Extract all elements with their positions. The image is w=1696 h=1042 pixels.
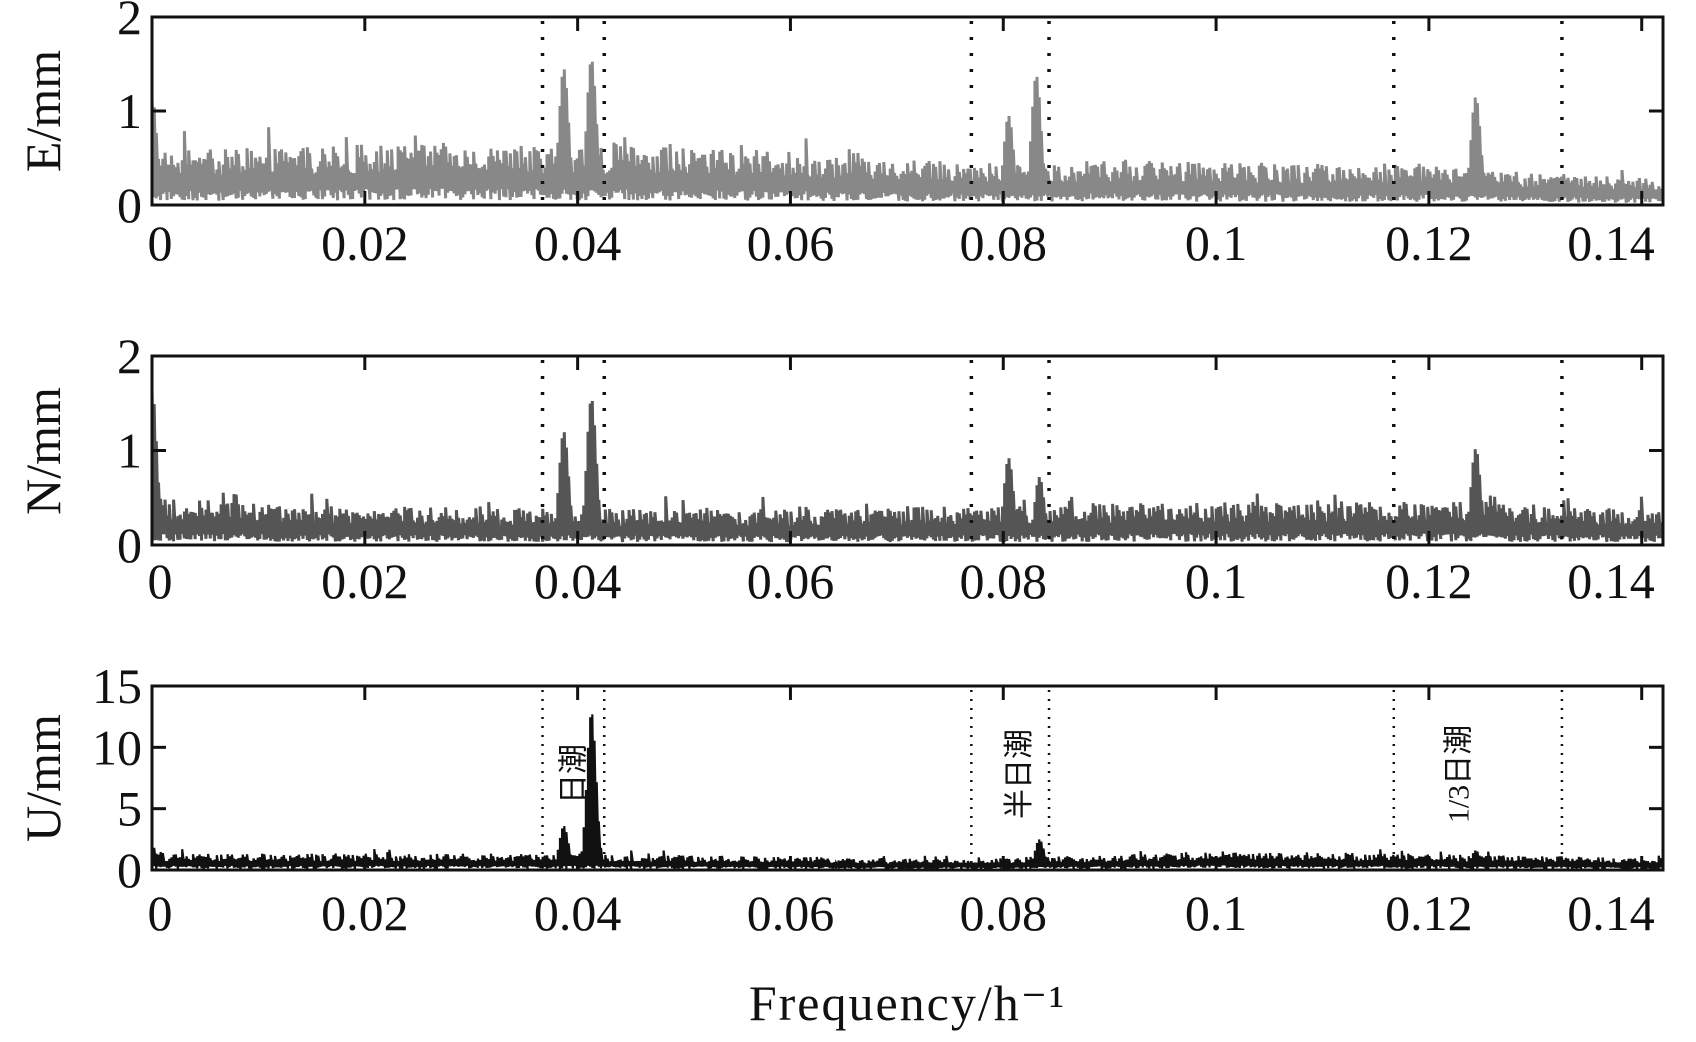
- spectrum-series: [152, 389, 1663, 543]
- axes-frame: [150, 684, 1665, 872]
- x-tick-label: 0.14: [1567, 553, 1655, 609]
- x-tick-label: 0.06: [747, 885, 835, 941]
- spectrum-series: [152, 714, 1663, 870]
- x-tick-label: 0.04: [534, 885, 622, 941]
- x-tick-label: 0.02: [321, 553, 409, 609]
- y-tick-label: 2: [117, 0, 142, 45]
- x-tick-label: 0.06: [747, 553, 835, 609]
- panel-n: 0 0.02 0.04 0.06 0.08 0.1 0.12 0.14 0 1 2 N/mm: [15, 328, 1665, 609]
- y-tick-label: 2: [117, 328, 142, 384]
- x-tick-label: 0.06: [747, 215, 835, 271]
- band-annotation: 日潮: [557, 744, 590, 804]
- y-tick-label: 1: [117, 423, 142, 479]
- x-tick-label: 0.02: [321, 885, 409, 941]
- x-tick-label: 0.1: [1185, 215, 1248, 271]
- spectrum-series: [152, 61, 1663, 203]
- y-tick-label: 0: [117, 517, 142, 573]
- panel-e: 0 0.02 0.04 0.06 0.08 0.1 0.12 0.14 0 1 2 E/mm: [15, 0, 1665, 271]
- x-tick-label: 0.1: [1185, 885, 1248, 941]
- x-tick-label: 0.12: [1385, 885, 1473, 941]
- x-tick-label: 0.08: [960, 885, 1048, 941]
- y-tick-label: 15: [92, 658, 142, 714]
- x-tick-label: 0.14: [1567, 885, 1655, 941]
- y-tick-label: 5: [117, 781, 142, 837]
- x-tick-label: 0.08: [960, 215, 1048, 271]
- y-axis-label: U/mm: [15, 714, 71, 842]
- x-tick-label: 0.02: [321, 215, 409, 271]
- y-tick-label: 0: [117, 177, 142, 233]
- x-axis-label: Frequency/h⁻¹: [749, 975, 1066, 1031]
- y-tick-label: 0: [117, 842, 142, 898]
- x-tick-label: 0.1: [1185, 553, 1248, 609]
- y-tick-label: 1: [117, 83, 142, 139]
- x-tick-label: 0.12: [1385, 215, 1473, 271]
- x-tick-label: 0.14: [1567, 215, 1655, 271]
- band-annotation: 半日潮: [1003, 729, 1036, 819]
- y-axis-label: E/mm: [15, 50, 71, 172]
- x-tick-label: 0: [148, 885, 173, 941]
- x-tick-label: 0: [148, 215, 173, 271]
- y-axis-label: N/mm: [15, 387, 71, 515]
- y-tick-label: 10: [92, 719, 142, 775]
- x-tick-label: 0.08: [960, 553, 1048, 609]
- x-tick-label: 0.04: [534, 553, 622, 609]
- x-tick-label: 0.12: [1385, 553, 1473, 609]
- x-tick-label: 0: [148, 553, 173, 609]
- band-annotation: 1/3日潮: [1443, 725, 1476, 823]
- x-tick-label: 0.04: [534, 215, 622, 271]
